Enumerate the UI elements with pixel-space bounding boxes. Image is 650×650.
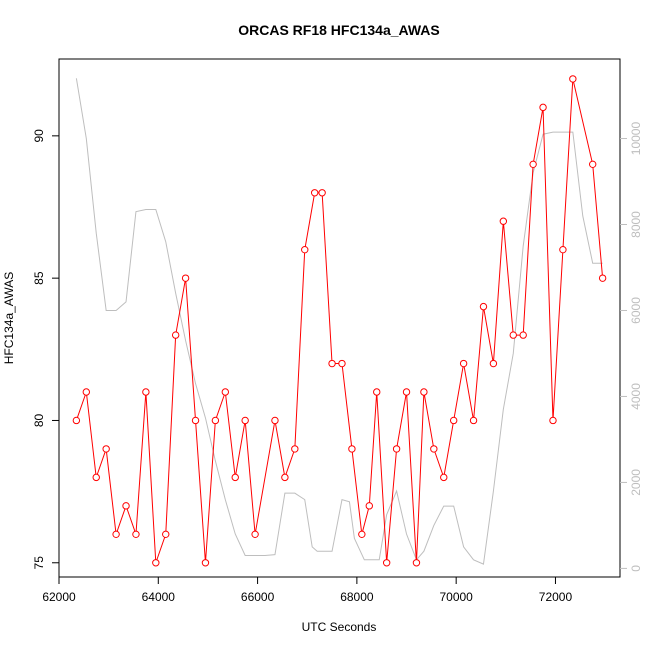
data-point	[392, 445, 401, 453]
data-point	[519, 331, 527, 339]
data-point	[142, 388, 150, 396]
data-point	[251, 530, 259, 539]
data-point	[271, 416, 279, 425]
y2-tick-label: 6000	[629, 297, 643, 324]
data-point	[598, 274, 607, 282]
x-axis: 62000 64000 66000 68000 70000 72000	[42, 577, 572, 604]
data-point	[358, 530, 366, 539]
data-point	[499, 217, 508, 225]
data-point	[479, 302, 488, 311]
data-point	[152, 559, 160, 567]
data-point	[291, 445, 299, 453]
x-tick-label: 70000	[439, 590, 473, 604]
y2-tick-label: 8000	[629, 211, 643, 238]
plot-frame	[58, 58, 621, 578]
data-point	[365, 502, 373, 510]
data-point	[171, 331, 180, 339]
y-tick-label: 90	[32, 129, 46, 143]
secondary-y-axis: 0 2000 4000 6000 8000 10000	[620, 122, 643, 572]
y-tick-label: 75	[32, 556, 46, 570]
y2-tick-label: 0	[629, 565, 643, 572]
series-line	[75, 78, 604, 563]
data-point	[122, 502, 130, 510]
data-point	[348, 445, 356, 453]
x-tick-label: 68000	[340, 590, 374, 604]
data-point	[509, 331, 517, 339]
y-axis-label: HFC134a_AWAS	[2, 272, 16, 364]
data-point	[82, 388, 91, 396]
y-axis: 75 80 85 90	[32, 129, 59, 570]
data-point	[318, 189, 326, 197]
data-point	[440, 473, 448, 482]
data-point	[402, 388, 411, 396]
x-tick-label: 66000	[241, 590, 275, 604]
data-point	[181, 274, 190, 282]
data-point	[569, 75, 577, 83]
y-tick-label: 80	[32, 413, 46, 427]
data-point	[412, 559, 421, 567]
chart-title: ORCAS RF18 HFC134a_AWAS	[238, 22, 440, 38]
data-point	[559, 245, 567, 254]
data-point	[241, 416, 249, 425]
data-point	[449, 416, 458, 425]
data-point	[588, 160, 597, 169]
data-point	[191, 416, 200, 425]
data-point	[338, 359, 346, 368]
x-tick-label: 64000	[142, 590, 176, 604]
data-point	[132, 530, 140, 539]
data-point	[328, 359, 336, 368]
data-point	[459, 359, 468, 368]
data-point	[162, 530, 170, 539]
data-point	[102, 445, 110, 453]
data-point	[201, 559, 210, 567]
x-axis-label: UTC Seconds	[302, 620, 377, 634]
x-tick-label: 72000	[539, 590, 573, 604]
data-point	[430, 445, 438, 453]
x-tick-label: 62000	[42, 590, 76, 604]
data-point	[211, 416, 220, 425]
data-point	[539, 103, 547, 112]
data-point	[231, 473, 239, 482]
data-point	[301, 245, 309, 254]
data-point	[382, 559, 391, 567]
data-point	[529, 160, 537, 169]
secondary-series-line	[75, 78, 603, 565]
y2-tick-label: 4000	[629, 383, 643, 410]
data-point	[281, 473, 289, 482]
y2-tick-label: 10000	[629, 122, 643, 156]
y-tick-label: 85	[32, 271, 46, 285]
data-point	[92, 473, 100, 482]
data-point	[310, 189, 319, 197]
data-point	[373, 388, 381, 396]
data-point	[469, 416, 478, 425]
data-point	[72, 416, 81, 425]
data-point	[549, 416, 557, 425]
series-layer	[72, 75, 607, 567]
data-point	[221, 388, 230, 396]
y2-tick-label: 2000	[629, 469, 643, 496]
data-point	[489, 359, 498, 368]
data-point	[420, 388, 428, 396]
data-point	[112, 530, 120, 539]
